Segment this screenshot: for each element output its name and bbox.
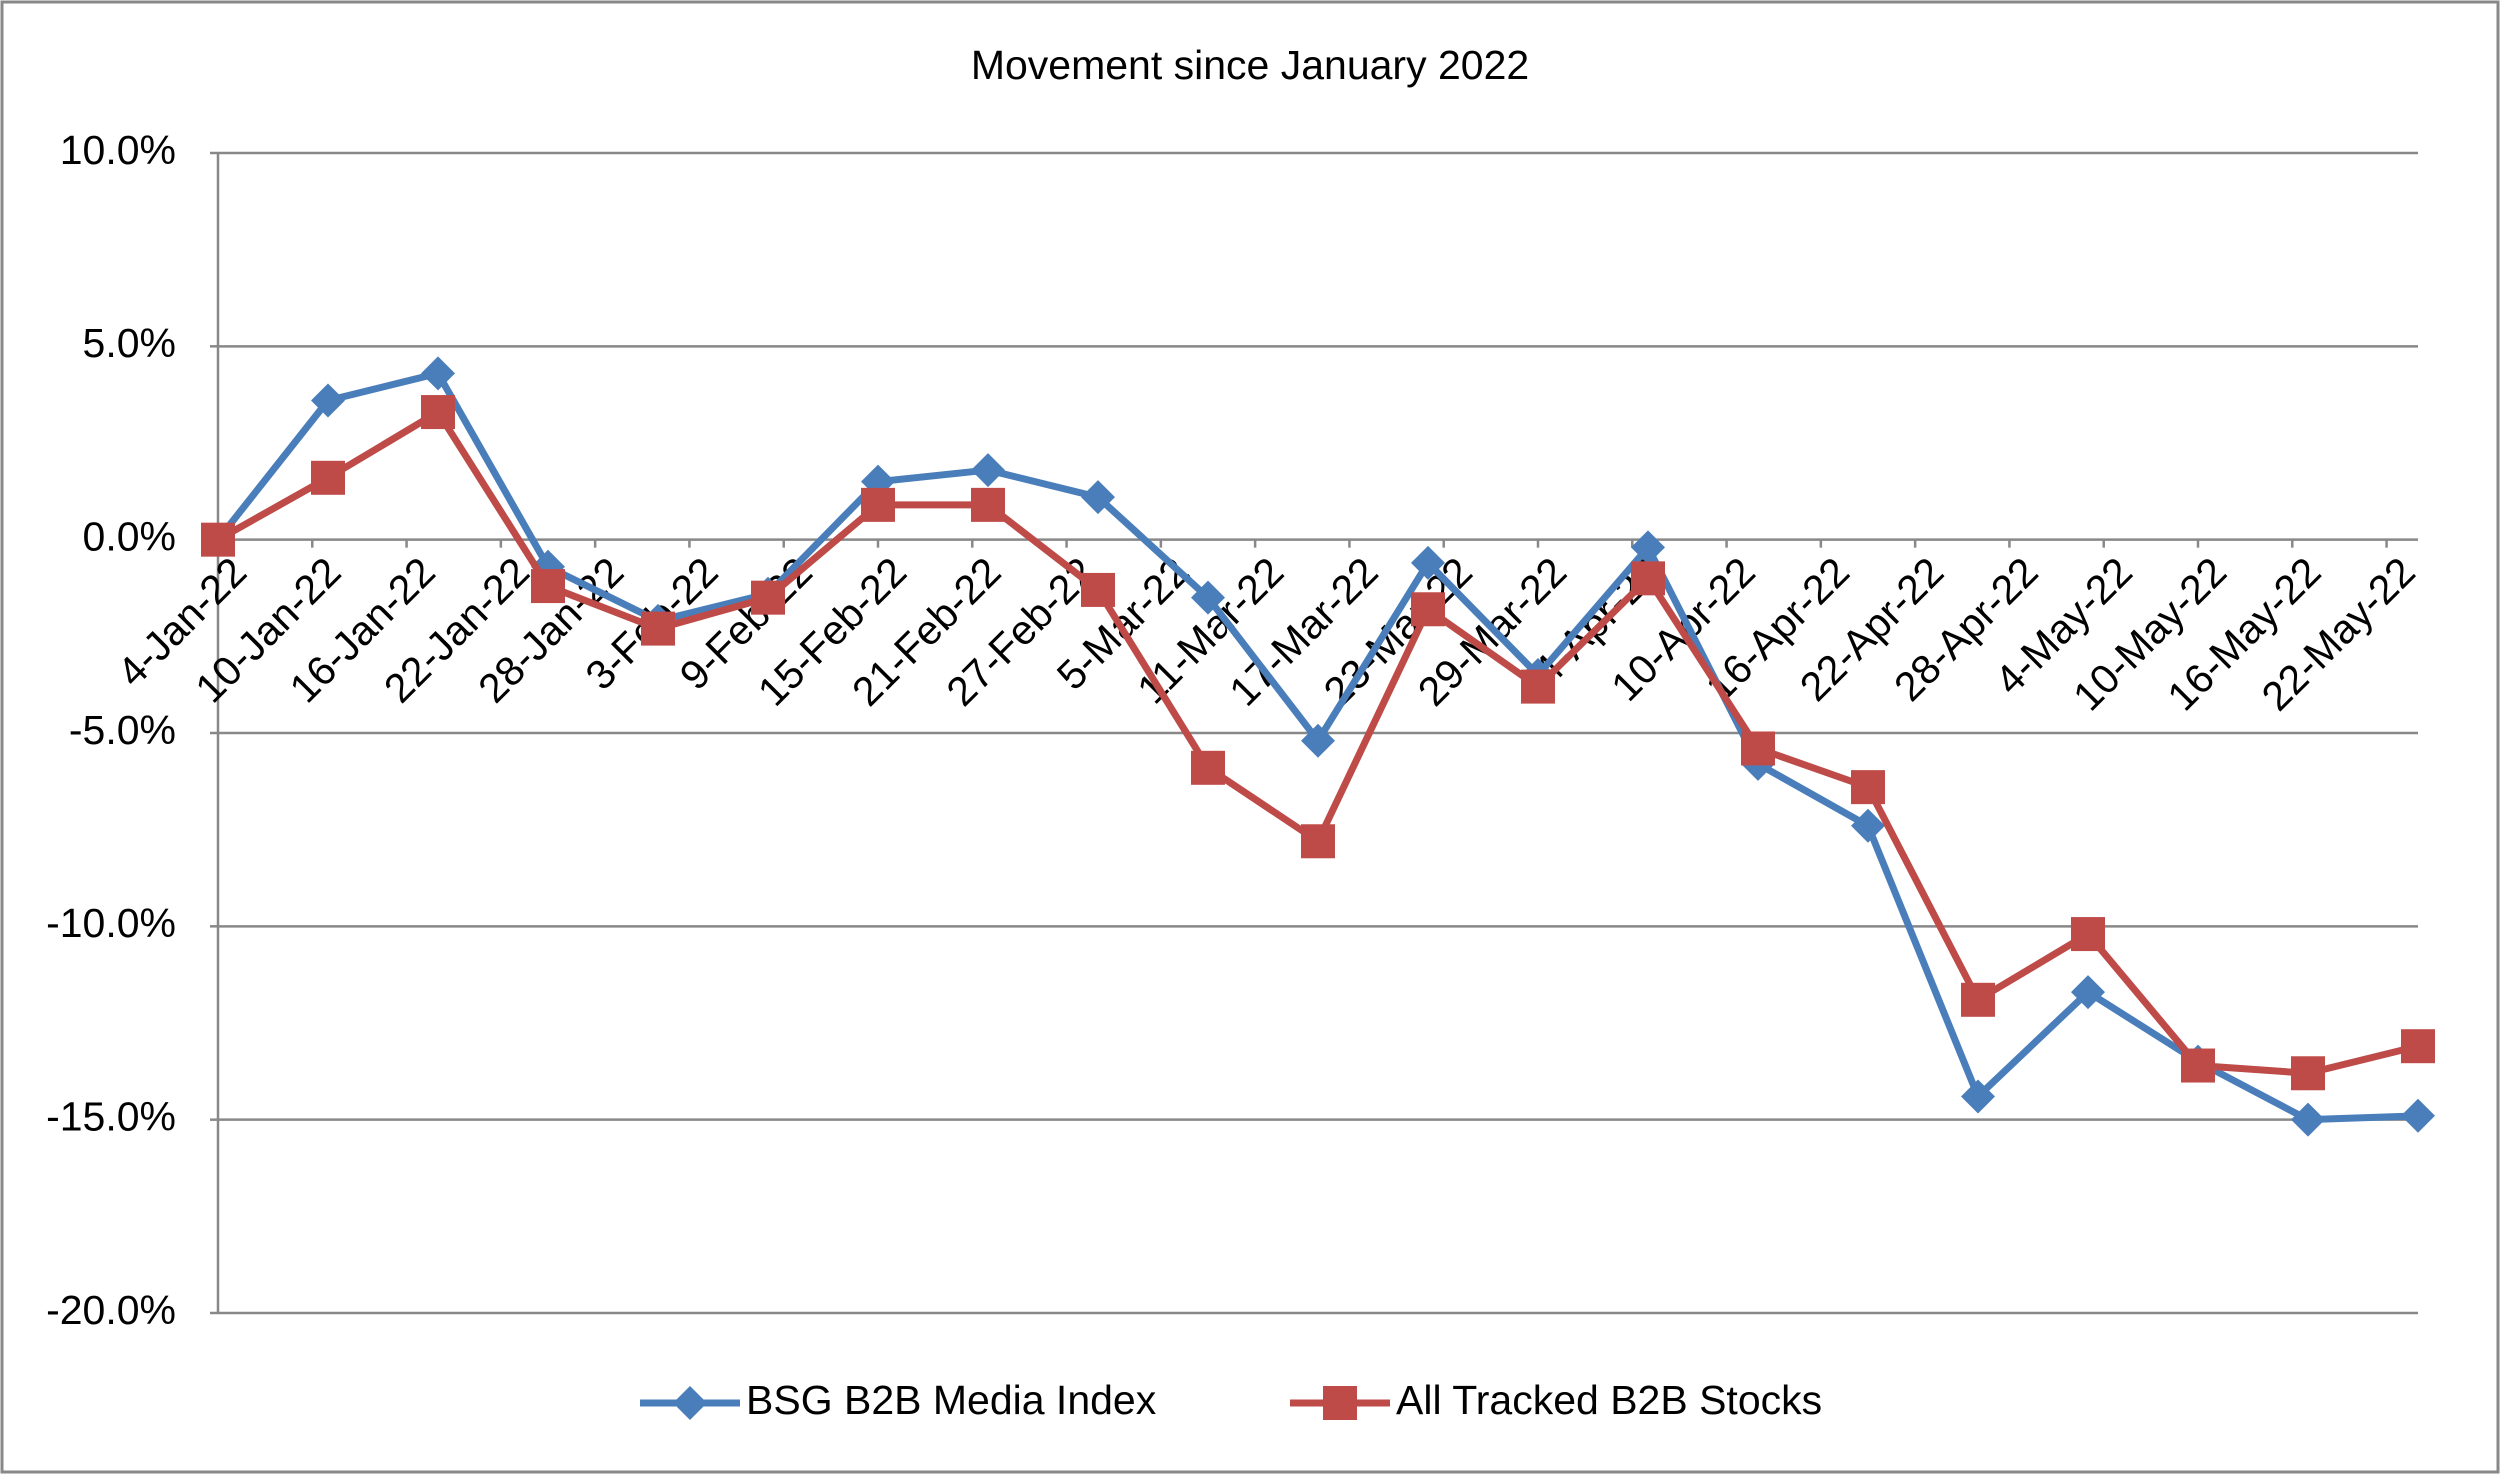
y-tick-label: -10.0%: [46, 900, 176, 946]
data-point: [971, 453, 1005, 488]
data-point: [861, 487, 895, 522]
y-tick-label: 0.0%: [83, 513, 176, 559]
data-point: [1521, 669, 1555, 704]
data-point: [421, 395, 455, 430]
y-tick-label: 5.0%: [83, 320, 176, 366]
legend-label: All Tracked B2B Stocks: [1396, 1377, 1822, 1423]
legend-marker: [673, 1386, 707, 1420]
data-point: [1191, 750, 1225, 785]
data-point: [1411, 592, 1445, 627]
data-point: [1851, 770, 1885, 805]
data-point: [421, 356, 455, 391]
y-tick-label: -20.0%: [46, 1287, 176, 1333]
data-point: [1411, 545, 1445, 580]
data-point: [751, 580, 785, 615]
data-point: [1631, 530, 1665, 565]
data-point: [2401, 1098, 2435, 1133]
data-point: [2401, 1029, 2435, 1064]
data-point: [641, 611, 675, 646]
data-point: [1961, 1079, 1995, 1114]
data-point: [1851, 808, 1885, 843]
data-point: [1081, 480, 1115, 515]
data-point: [2071, 917, 2105, 952]
data-point: [2291, 1056, 2325, 1091]
data-point: [201, 522, 235, 557]
data-point: [311, 460, 345, 495]
data-point: [1631, 561, 1665, 596]
legend-label: BSG B2B Media Index: [746, 1377, 1157, 1423]
data-point: [1741, 731, 1775, 766]
y-tick-label: -15.0%: [46, 1093, 176, 1139]
data-point: [1301, 723, 1335, 758]
legend-marker: [1323, 1386, 1357, 1420]
data-point: [311, 383, 345, 418]
data-point: [971, 487, 1005, 522]
data-point: [1301, 824, 1335, 859]
data-point: [531, 569, 565, 604]
data-point: [2291, 1102, 2325, 1137]
data-point: [2181, 1048, 2215, 1083]
data-point: [1081, 572, 1115, 607]
y-tick-label: 10.0%: [60, 127, 176, 173]
data-point: [1191, 580, 1225, 615]
data-point: [1961, 982, 1995, 1017]
data-point: [2071, 975, 2105, 1010]
chart-title: Movement since January 2022: [971, 42, 1529, 88]
y-tick-label: -5.0%: [69, 707, 176, 753]
